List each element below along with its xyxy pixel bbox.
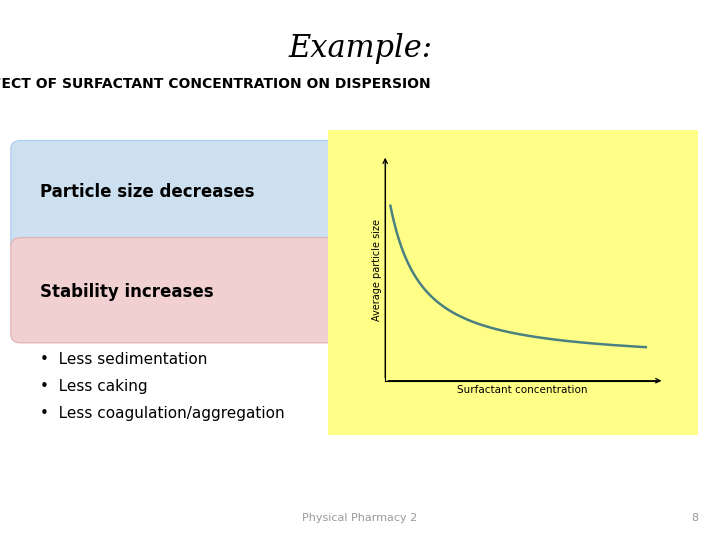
FancyBboxPatch shape <box>11 238 450 343</box>
Text: 8: 8 <box>691 514 698 523</box>
FancyBboxPatch shape <box>11 140 450 251</box>
Y-axis label: Average particle size: Average particle size <box>372 219 382 321</box>
Text: Stability increases: Stability increases <box>40 282 213 301</box>
Text: Particle size decreases: Particle size decreases <box>40 183 254 201</box>
Text: Example:: Example: <box>288 33 432 64</box>
X-axis label: Surfactant concentration: Surfactant concentration <box>456 385 588 395</box>
Text: EFFECT OF SURFACTANT CONCENTRATION ON DISPERSION: EFFECT OF SURFACTANT CONCENTRATION ON DI… <box>0 77 431 91</box>
FancyBboxPatch shape <box>328 130 698 435</box>
Text: Physical Pharmacy 2: Physical Pharmacy 2 <box>302 514 418 523</box>
Text: •  Less caking: • Less caking <box>40 379 147 394</box>
Text: •  Less coagulation/aggregation: • Less coagulation/aggregation <box>40 406 284 421</box>
Text: •  Less sedimentation: • Less sedimentation <box>40 352 207 367</box>
